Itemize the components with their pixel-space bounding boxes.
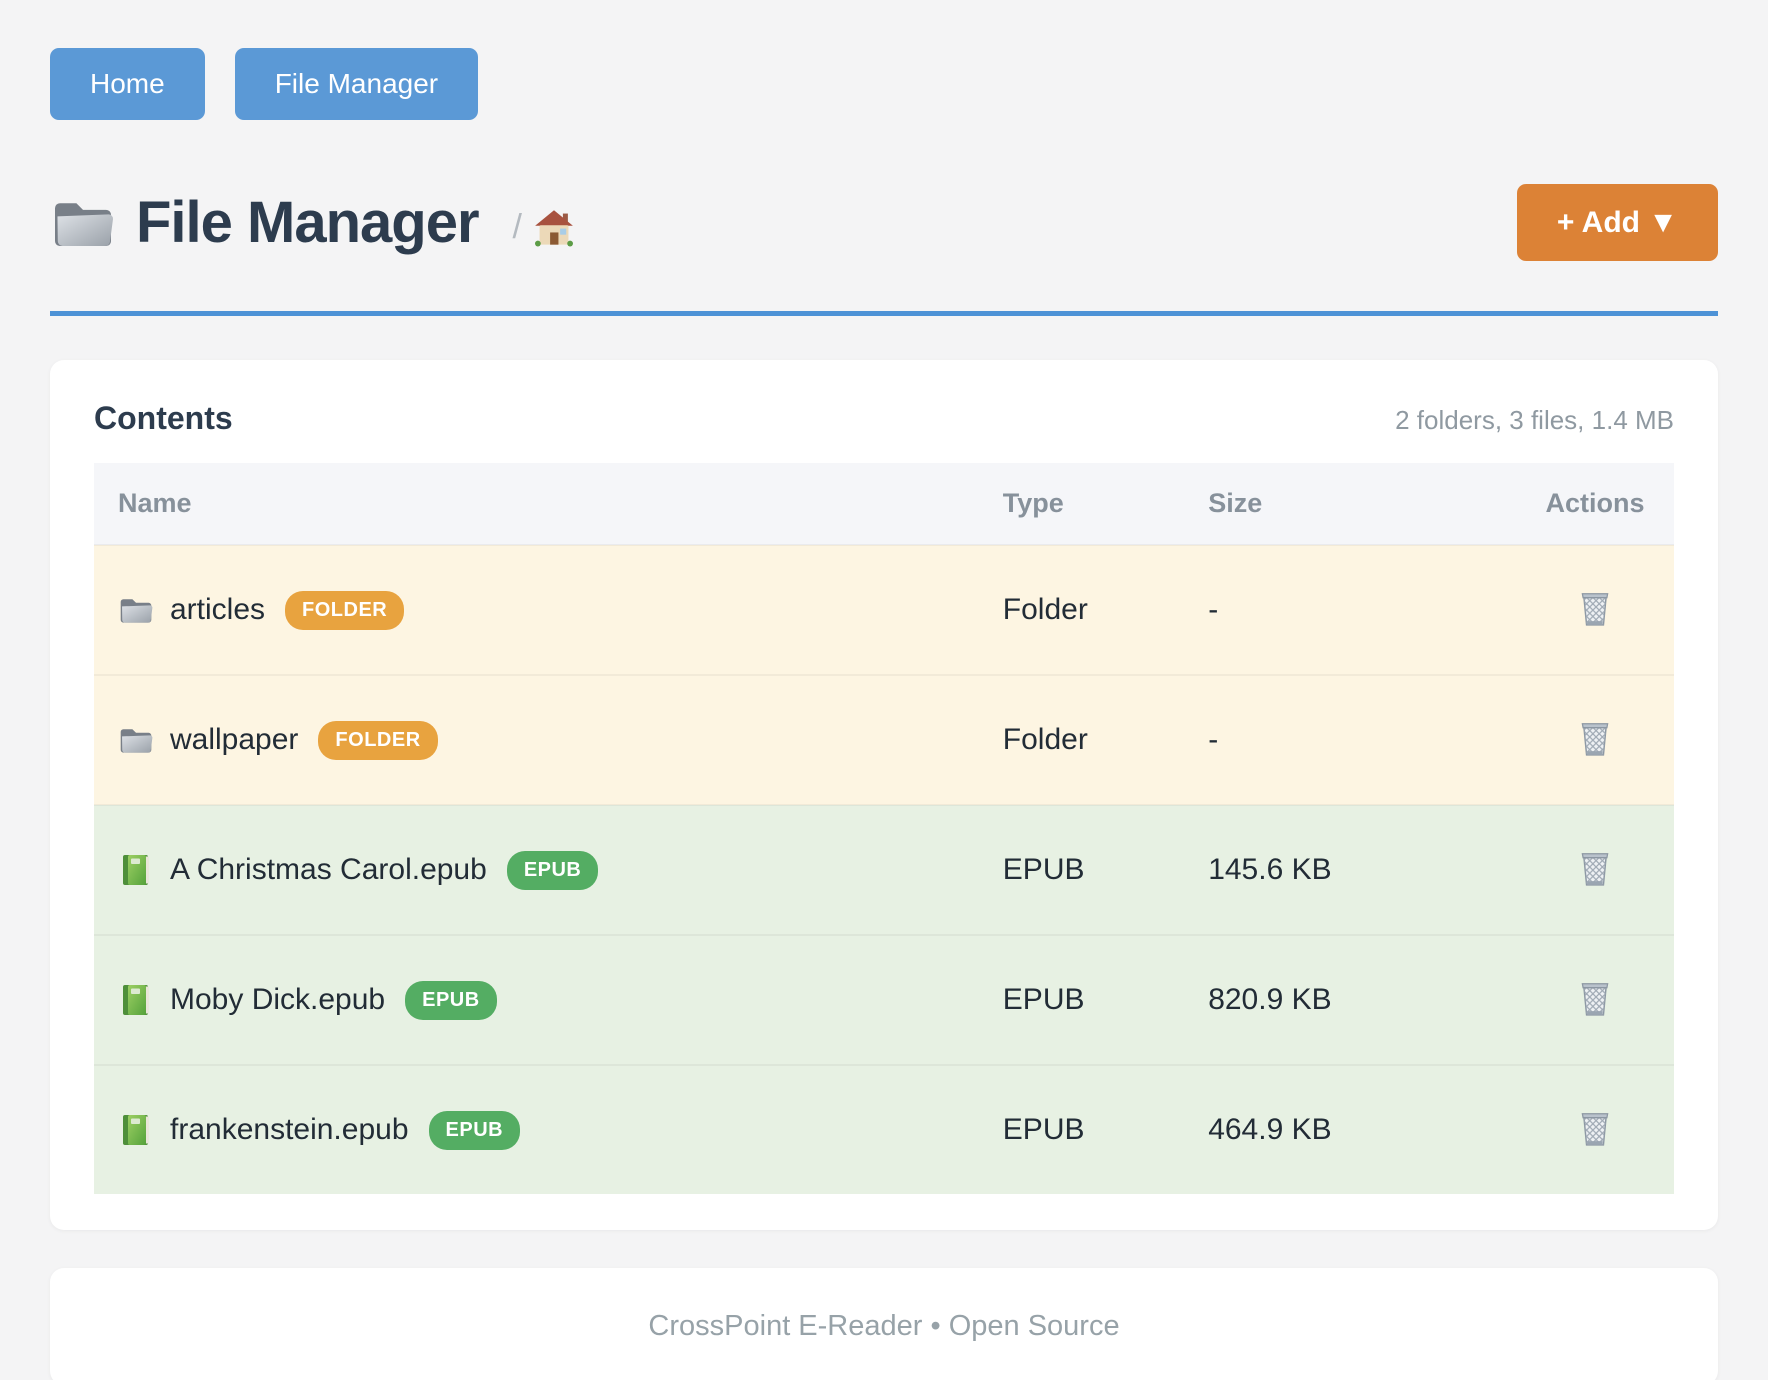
size-cell: 145.6 KB [1208,853,1332,886]
file-name-link[interactable]: Moby Dick.epub [118,983,385,1017]
type-cell: EPUB [1002,983,1085,1016]
size-cell: 464.9 KB [1208,1113,1332,1146]
title-divider [50,311,1718,316]
file-name: frankenstein.epub [170,1113,409,1146]
type-cell: Folder [1002,593,1088,626]
column-header-name: Name [94,463,979,545]
file-name: articles [170,593,266,626]
delete-button[interactable] [1573,584,1617,632]
file-name: A Christmas Carol.epub [170,853,487,886]
file-table: Name Type Size Actions [94,463,1674,1194]
home-icon [534,209,574,251]
type-cell: EPUB [1002,853,1085,886]
type-badge: FOLDER [285,590,405,630]
delete-button[interactable] [1573,714,1617,762]
file-manager-button[interactable]: File Manager [234,48,479,120]
file-name: wallpaper [170,723,299,756]
size-cell: - [1208,593,1219,626]
table-row: A Christmas Carol.epub EPUB EPUB 145.6 K… [94,805,1674,935]
file-name-link[interactable]: wallpaper [118,723,298,757]
footer-text: CrossPoint E-Reader • Open Source [648,1310,1120,1342]
column-header-size: Size [1184,463,1516,545]
trash-icon [1577,983,1613,1021]
table-row: frankenstein.epub EPUB EPUB 464.9 KB [94,1065,1674,1194]
type-badge: EPUB [428,1110,521,1150]
file-name-link[interactable]: frankenstein.epub [118,1113,409,1147]
delete-button[interactable] [1573,974,1617,1022]
type-badge: EPUB [405,980,497,1020]
table-row: articles FOLDER Folder - [94,545,1674,675]
size-cell: 820.9 KB [1208,983,1332,1016]
column-header-type: Type [978,463,1185,545]
type-badge: FOLDER [318,720,438,760]
green-book-icon [118,1113,154,1147]
trash-icon [1577,853,1613,891]
type-badge: EPUB [506,850,599,890]
folder-icon [118,723,154,757]
file-name-link[interactable]: A Christmas Carol.epub [118,853,487,887]
add-button[interactable]: + Add ▼ [1516,184,1718,261]
table-row: wallpaper FOLDER Folder - [94,675,1674,805]
contents-summary: 2 folders, 3 files, 1.4 MB [1395,405,1674,435]
column-header-actions: Actions [1515,463,1674,545]
trash-icon [1577,723,1613,761]
folder-icon [50,195,116,251]
delete-button[interactable] [1573,844,1617,892]
home-button[interactable]: Home [50,48,205,120]
breadcrumb-home-link[interactable] [534,209,574,247]
type-cell: EPUB [1002,1113,1085,1146]
file-name-link[interactable]: articles [118,593,265,627]
file-name: Moby Dick.epub [170,983,386,1016]
breadcrumb-separator: / [512,208,522,246]
green-book-icon [118,853,154,887]
title-group: File Manager / [50,189,574,256]
trash-icon [1577,1113,1613,1151]
table-row: Moby Dick.epub EPUB EPUB 820.9 KB [94,935,1674,1065]
page-title: File Manager [136,190,480,255]
green-book-icon [118,983,154,1017]
table-header-row: Name Type Size Actions [94,463,1674,545]
breadcrumb: / [513,208,574,247]
contents-heading: Contents [94,400,233,436]
footer: CrossPoint E-Reader • Open Source [50,1268,1718,1380]
trash-icon [1577,593,1613,631]
top-nav: Home File Manager [50,48,1718,120]
contents-card-header: Contents 2 folders, 3 files, 1.4 MB [94,400,1674,437]
delete-button[interactable] [1573,1104,1617,1152]
page-header: File Manager / [50,184,1718,261]
type-cell: Folder [1002,723,1088,756]
folder-icon [118,593,154,627]
size-cell: - [1208,723,1219,756]
contents-card: Contents 2 folders, 3 files, 1.4 MB Name… [50,360,1718,1230]
